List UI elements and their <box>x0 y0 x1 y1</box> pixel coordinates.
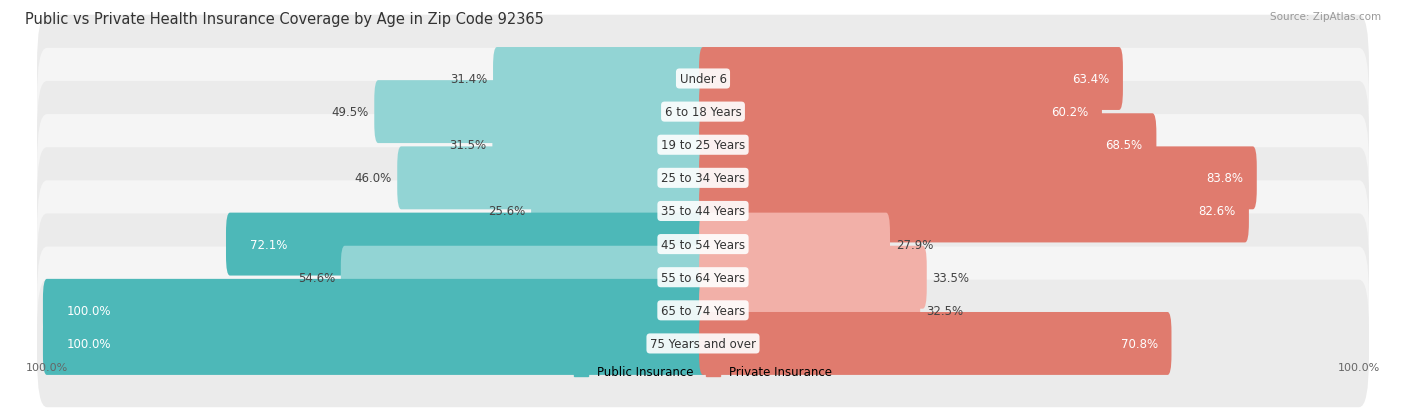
FancyBboxPatch shape <box>37 16 1369 143</box>
FancyBboxPatch shape <box>37 181 1369 308</box>
Text: 68.5%: 68.5% <box>1105 139 1143 152</box>
FancyBboxPatch shape <box>226 213 707 276</box>
FancyBboxPatch shape <box>37 247 1369 374</box>
Text: 100.0%: 100.0% <box>66 337 111 350</box>
FancyBboxPatch shape <box>699 180 1249 243</box>
Text: 60.2%: 60.2% <box>1050 106 1088 119</box>
FancyBboxPatch shape <box>494 48 707 111</box>
FancyBboxPatch shape <box>340 246 707 309</box>
Text: 6 to 18 Years: 6 to 18 Years <box>665 106 741 119</box>
Text: 75 Years and over: 75 Years and over <box>650 337 756 350</box>
FancyBboxPatch shape <box>699 114 1156 177</box>
Text: Under 6: Under 6 <box>679 73 727 86</box>
FancyBboxPatch shape <box>699 246 927 309</box>
FancyBboxPatch shape <box>37 148 1369 275</box>
FancyBboxPatch shape <box>699 279 920 342</box>
FancyBboxPatch shape <box>37 82 1369 209</box>
FancyBboxPatch shape <box>37 214 1369 341</box>
Text: 32.5%: 32.5% <box>927 304 963 317</box>
FancyBboxPatch shape <box>531 180 707 243</box>
Text: 31.4%: 31.4% <box>450 73 486 86</box>
FancyBboxPatch shape <box>492 114 707 177</box>
FancyBboxPatch shape <box>699 147 1257 210</box>
Text: 65 to 74 Years: 65 to 74 Years <box>661 304 745 317</box>
FancyBboxPatch shape <box>699 48 1123 111</box>
Text: Public vs Private Health Insurance Coverage by Age in Zip Code 92365: Public vs Private Health Insurance Cover… <box>25 12 544 27</box>
Text: 25 to 34 Years: 25 to 34 Years <box>661 172 745 185</box>
Text: 54.6%: 54.6% <box>298 271 335 284</box>
Text: 100.0%: 100.0% <box>66 304 111 317</box>
FancyBboxPatch shape <box>37 280 1369 407</box>
Text: 63.4%: 63.4% <box>1071 73 1109 86</box>
Text: 46.0%: 46.0% <box>354 172 391 185</box>
Text: 55 to 64 Years: 55 to 64 Years <box>661 271 745 284</box>
Text: 31.5%: 31.5% <box>450 139 486 152</box>
FancyBboxPatch shape <box>398 147 707 210</box>
Text: Source: ZipAtlas.com: Source: ZipAtlas.com <box>1270 12 1381 22</box>
Text: 35 to 44 Years: 35 to 44 Years <box>661 205 745 218</box>
Text: 45 to 54 Years: 45 to 54 Years <box>661 238 745 251</box>
Text: 100.0%: 100.0% <box>25 362 67 372</box>
Text: 72.1%: 72.1% <box>250 238 287 251</box>
FancyBboxPatch shape <box>374 81 707 144</box>
FancyBboxPatch shape <box>699 312 1171 375</box>
Text: 49.5%: 49.5% <box>332 106 368 119</box>
FancyBboxPatch shape <box>44 279 707 342</box>
Text: 82.6%: 82.6% <box>1198 205 1234 218</box>
FancyBboxPatch shape <box>699 213 890 276</box>
Text: 100.0%: 100.0% <box>1339 362 1381 372</box>
Text: 33.5%: 33.5% <box>932 271 970 284</box>
Text: 19 to 25 Years: 19 to 25 Years <box>661 139 745 152</box>
Text: 70.8%: 70.8% <box>1121 337 1157 350</box>
FancyBboxPatch shape <box>44 312 707 375</box>
Text: 27.9%: 27.9% <box>896 238 934 251</box>
FancyBboxPatch shape <box>37 49 1369 176</box>
Text: 83.8%: 83.8% <box>1206 172 1243 185</box>
Text: 25.6%: 25.6% <box>488 205 526 218</box>
Legend: Public Insurance, Private Insurance: Public Insurance, Private Insurance <box>569 360 837 383</box>
FancyBboxPatch shape <box>37 115 1369 242</box>
FancyBboxPatch shape <box>699 81 1102 144</box>
